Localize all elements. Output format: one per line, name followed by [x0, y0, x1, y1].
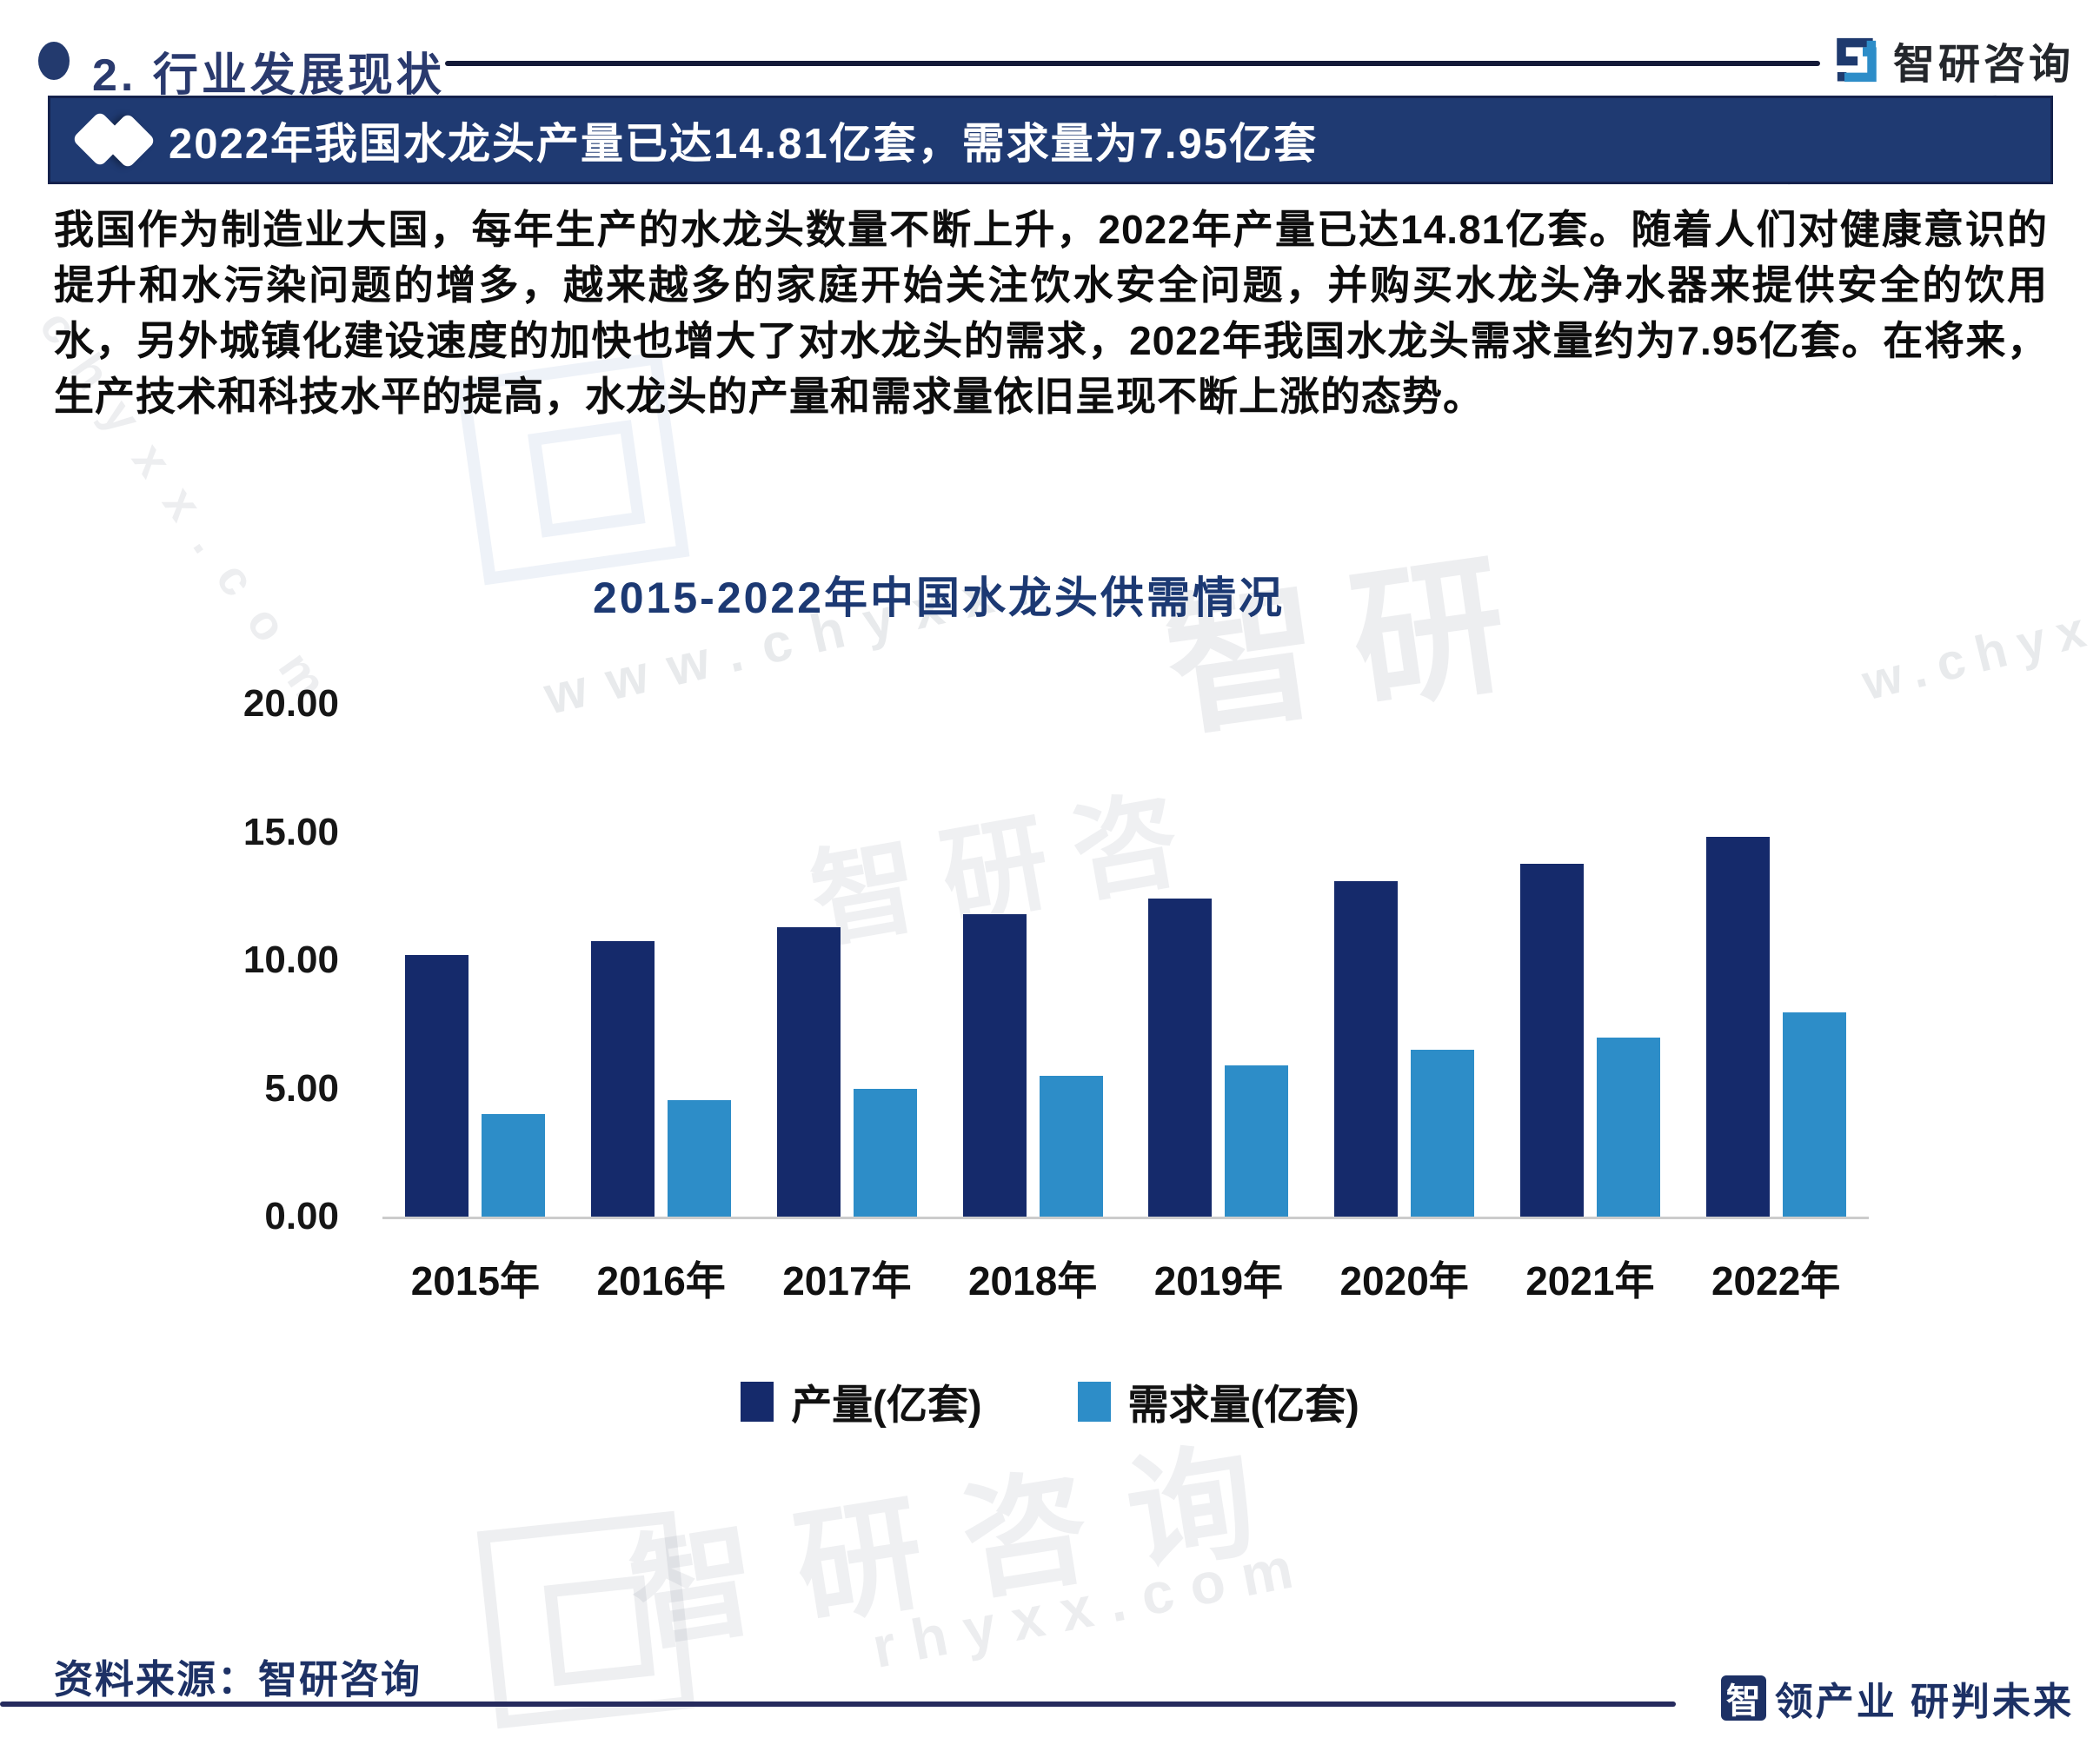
bar	[1411, 1050, 1475, 1217]
y-tick-label: 15.00	[243, 810, 339, 853]
y-tick-label: 20.00	[243, 682, 339, 725]
slogan-text: 领产业 研判未来	[1774, 1681, 2074, 1723]
bar-group	[1498, 704, 1684, 1217]
data-source-note: 资料来源：智研咨询	[54, 1657, 422, 1702]
legend-swatch	[1077, 1381, 1111, 1422]
bar-group	[382, 704, 568, 1217]
x-axis: 2015年 2016年 2017年 2018年 2019年 2020年 2021年 2022年	[382, 1250, 1869, 1307]
brand-logo-icon	[1837, 37, 1877, 83]
x-tick-label: 2020年	[1339, 1258, 1469, 1304]
diamond-icon	[71, 110, 169, 169]
watermark-text: rhyxx.com	[867, 1532, 1315, 1680]
watermark-logo-icon	[476, 1510, 695, 1729]
bar-group	[1683, 704, 1869, 1217]
bar	[1334, 880, 1399, 1217]
chart-plot-area	[382, 704, 1869, 1219]
bar	[1596, 1037, 1660, 1217]
headline-banner: 2022年我国水龙头产量已达14.81亿套，需求量为7.95亿套	[48, 96, 2053, 184]
x-tick-label: 2021年	[1525, 1258, 1655, 1304]
y-tick-label: 0.00	[264, 1195, 339, 1237]
bar	[853, 1088, 917, 1217]
y-axis: 20.00 15.00 10.00 5.00 0.00	[130, 682, 339, 1237]
bar	[1039, 1075, 1103, 1217]
y-tick-label: 5.00	[264, 1066, 339, 1110]
bullet-dot-icon	[38, 42, 70, 80]
x-tick-label: 2019年	[1153, 1258, 1284, 1304]
legend-label: 产量(亿套)	[791, 1382, 982, 1428]
headline-text: 2022年我国水龙头产量已达14.81亿套，需求量为7.95亿套	[169, 120, 1318, 168]
bar	[1225, 1065, 1289, 1217]
bar-group	[754, 704, 940, 1217]
legend-label: 需求量(亿套)	[1127, 1382, 1359, 1428]
y-tick-label: 10.00	[243, 939, 339, 981]
legend-item: 产量(亿套)	[741, 1371, 982, 1431]
bar-group	[568, 704, 754, 1217]
chart-title: 2015-2022年中国水龙头供需情况	[592, 574, 1286, 622]
x-tick-label: 2022年	[1711, 1258, 1841, 1304]
legend-swatch	[741, 1381, 774, 1422]
bar	[591, 940, 655, 1217]
header: 2. 行业发展现状 智研咨询	[37, 26, 2074, 101]
bar	[962, 913, 1027, 1217]
bar	[1519, 864, 1584, 1217]
x-tick-label: 2017年	[782, 1258, 912, 1304]
x-tick-label: 2015年	[410, 1258, 541, 1304]
x-tick-label: 2018年	[967, 1258, 1098, 1304]
legend: 产量(亿套) 需求量(亿套)	[0, 1371, 2100, 1431]
brand-logo-text: 智研咨询	[1892, 42, 2074, 88]
brand-logo: 智研咨询	[1832, 30, 2074, 90]
bar	[668, 1099, 732, 1217]
bar-group	[1126, 704, 1312, 1217]
bar-group	[940, 704, 1126, 1217]
bar	[405, 955, 469, 1217]
footer-divider	[0, 1702, 1676, 1707]
bar-group	[1312, 704, 1498, 1217]
bar	[776, 926, 841, 1217]
bar	[1705, 837, 1770, 1217]
footer-slogan: 智 领产业 研判未来	[1720, 1670, 2074, 1726]
x-tick-label: 2016年	[596, 1258, 726, 1304]
bar	[1148, 899, 1213, 1217]
section-title: 2. 行业发展现状	[92, 50, 445, 101]
watermark-text: w.chyx	[1857, 598, 2100, 712]
bar	[1782, 1012, 1846, 1217]
body-paragraph: 我国作为制造业大国，每年生产的水龙头数量不断上升，2022年产量已达14.81亿…	[54, 207, 2048, 419]
plot-groups	[382, 704, 1869, 1217]
watermark-text: 智研咨询	[621, 1423, 1306, 1668]
header-divider	[445, 61, 1820, 66]
legend-item: 需求量(亿套)	[1077, 1371, 1359, 1431]
bar	[482, 1114, 546, 1217]
slogan-mark-icon: 智	[1720, 1675, 1766, 1721]
